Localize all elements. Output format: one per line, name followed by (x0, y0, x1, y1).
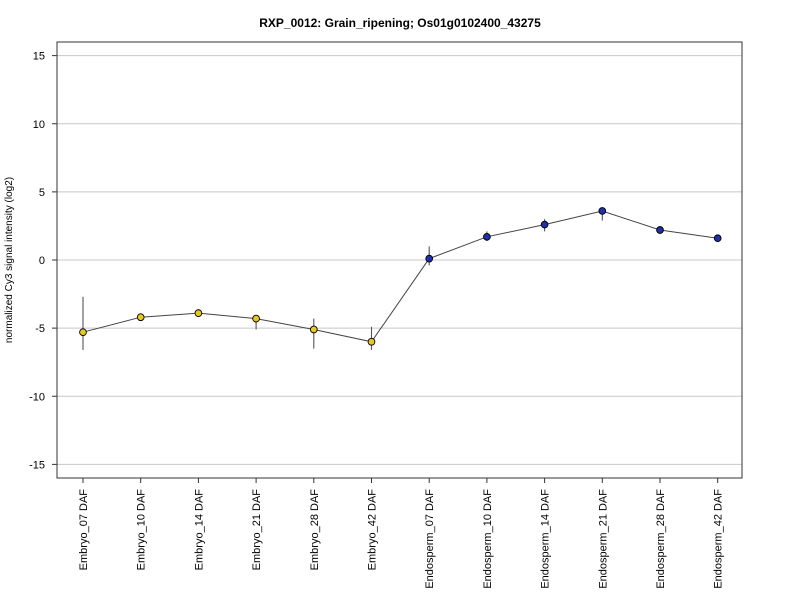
x-tick-label: Embryo_21 DAF (251, 489, 263, 571)
x-tick-label: Endosperm_14 DAF (540, 489, 552, 589)
data-point (656, 226, 664, 234)
data-point (136, 313, 145, 322)
x-tick-label: Embryo_10 DAF (136, 489, 148, 571)
x-axis: Embryo_07 DAF Embryo_10 DAF Embryo_14 DAF E… (78, 478, 725, 589)
data-point (540, 220, 549, 229)
data-point (309, 325, 318, 334)
x-tick-label: Endosperm_10 DAF (482, 489, 494, 589)
data-point (194, 309, 203, 317)
y-axis: -15 -10 -5 0 5 10 15 (29, 51, 57, 471)
data-point (483, 232, 491, 241)
x-tick-label: Endosperm_21 DAF (597, 489, 609, 589)
x-tick-label: Embryo_42 DAF (367, 489, 379, 571)
data-point (79, 328, 87, 337)
x-tick-label: Endosperm_28 DAF (655, 489, 667, 589)
x-tick-label: Embryo_28 DAF (309, 489, 321, 571)
data-point (598, 207, 607, 215)
y-axis-label: normalized Cy3 signal intensity (log2) (4, 177, 15, 343)
data-point (425, 254, 434, 263)
data-series (79, 207, 722, 350)
data-point (713, 234, 722, 243)
chart-title: RXP_0012: Grain_ripening; Os01g0102400_4… (259, 16, 541, 30)
y-tick-label: -10 (29, 391, 45, 403)
x-tick-label: Endosperm_07 DAF (424, 489, 436, 589)
y-tick-label: 0 (39, 255, 45, 267)
x-tick-label: Embryo_14 DAF (193, 489, 205, 571)
x-tick-label: Endosperm_42 DAF (713, 489, 725, 589)
y-tick-label: -5 (35, 323, 45, 335)
y-tick-label: 10 (33, 119, 45, 131)
data-point (252, 314, 260, 323)
y-tick-label: -15 (29, 459, 45, 471)
data-point (367, 337, 376, 346)
y-tick-label: 5 (39, 187, 45, 199)
grid-lines (57, 55, 742, 465)
x-tick-label: Embryo_07 DAF (78, 489, 90, 571)
series-line (82, 210, 718, 343)
y-tick-label: 15 (33, 51, 45, 63)
